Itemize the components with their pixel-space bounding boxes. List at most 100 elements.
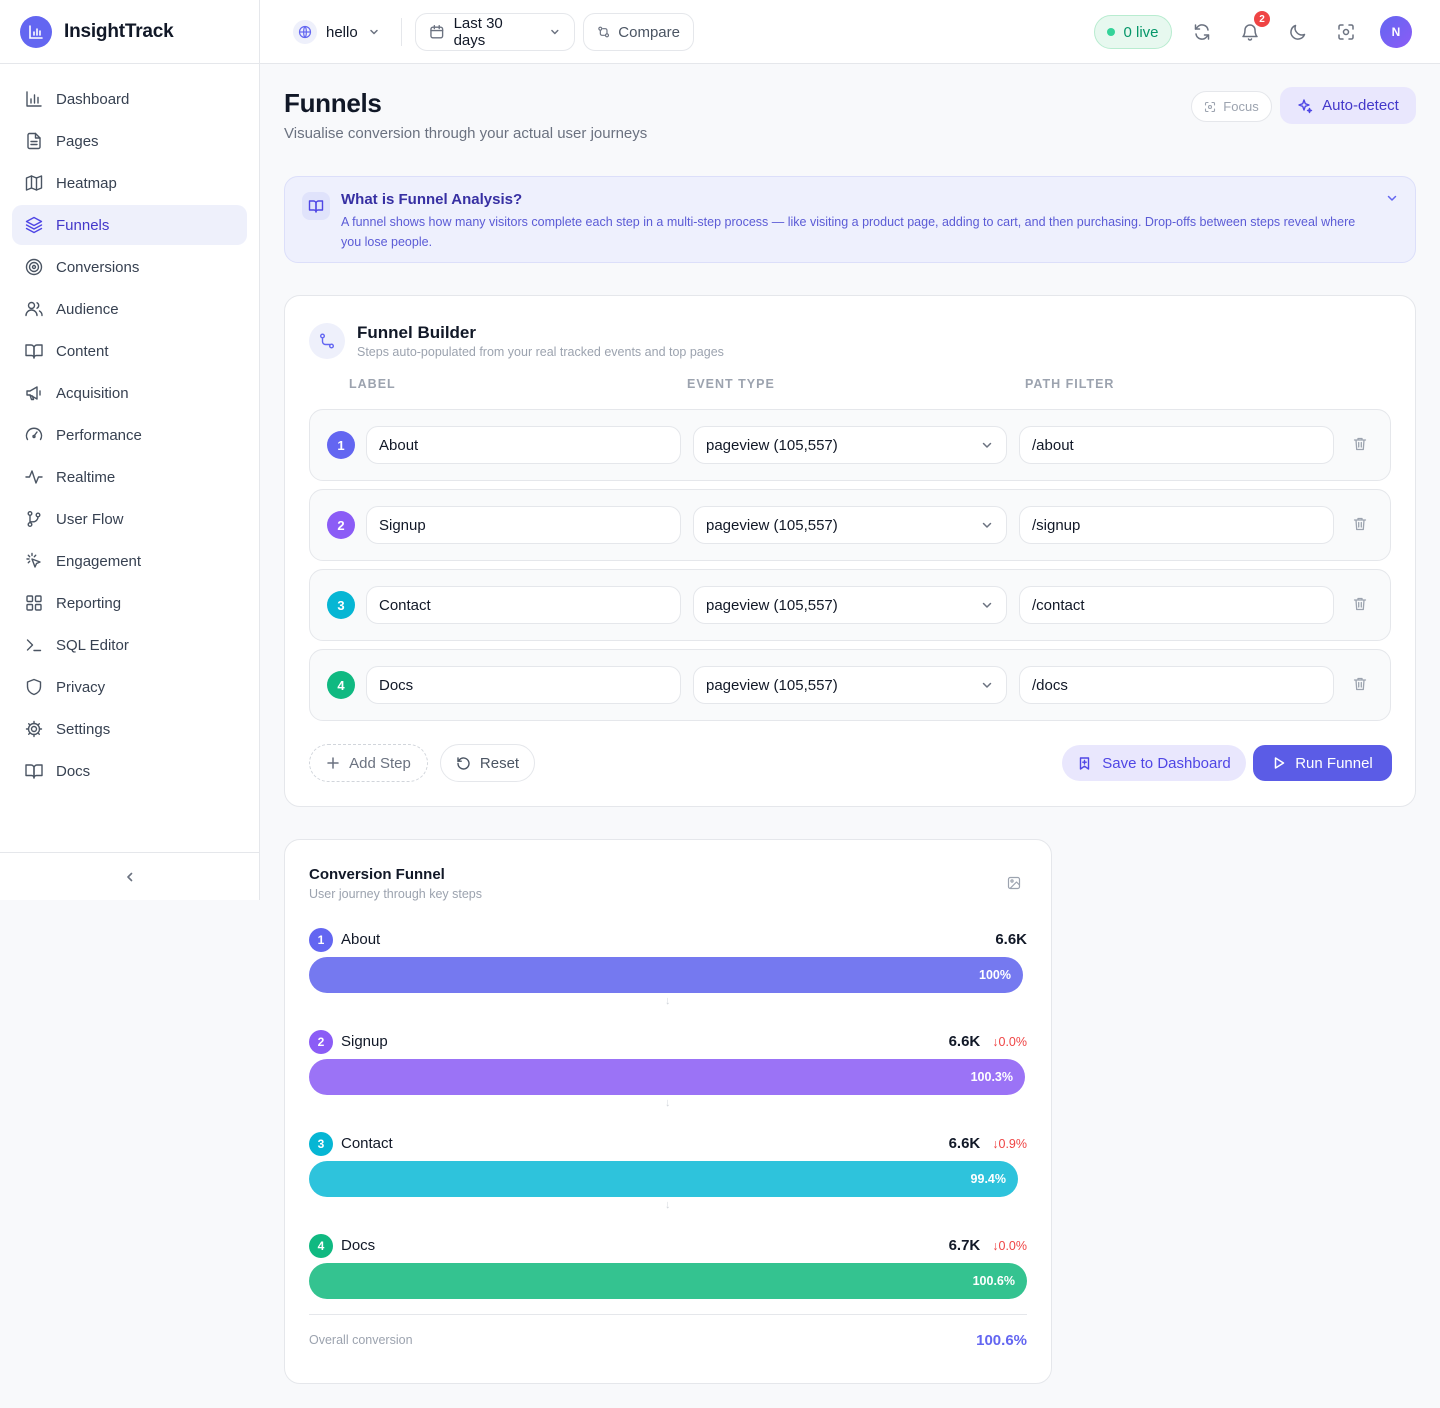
step-percent: 100.3% — [970, 1070, 1013, 1084]
path-filter-input[interactable]: /contact — [1019, 586, 1334, 624]
live-dot — [1107, 28, 1116, 36]
date-range-button[interactable]: Last 30 days — [415, 13, 575, 51]
sidebar-item-conversions[interactable]: Conversions — [12, 247, 247, 287]
event-type-select[interactable]: pageview (105,557) — [693, 426, 1007, 464]
sidebar-collapse-button[interactable] — [0, 852, 259, 900]
avatar[interactable]: N — [1380, 16, 1412, 48]
auto-detect-button[interactable]: Auto-detect — [1280, 87, 1416, 124]
path-filter-input[interactable]: /about — [1019, 426, 1334, 464]
book-open-icon — [24, 341, 44, 361]
activity-icon — [24, 467, 44, 487]
focus-mode-icon[interactable] — [1334, 20, 1358, 44]
rotate-ccw-icon — [457, 756, 470, 770]
add-step-label: Add Step — [349, 754, 411, 772]
event-type-select[interactable]: pageview (105,557) — [693, 666, 1007, 704]
chevron-down-icon — [982, 442, 992, 448]
logo-icon — [20, 15, 52, 48]
sidebar-item-engagement[interactable]: Engagement — [12, 541, 247, 581]
sidebar-item-label: SQL Editor — [56, 636, 129, 654]
path-filter-input[interactable]: /docs — [1019, 666, 1334, 704]
compare-label: Compare — [618, 23, 680, 41]
focus-label: Focus — [1223, 99, 1259, 114]
run-label: Run Funnel — [1295, 754, 1373, 772]
site-name: hello — [326, 23, 358, 41]
sidebar-item-label: Settings — [56, 720, 111, 738]
funnel-step-row: 2 Signup pageview (105,557) /signup — [309, 489, 1391, 561]
step-bar-track: 99.4% — [309, 1161, 1027, 1197]
step-label: Contact — [341, 1135, 393, 1152]
funnel-info-panel[interactable]: What is Funnel Analysis? A funnel shows … — [284, 176, 1416, 263]
trash-icon[interactable] — [1352, 676, 1368, 697]
sidebar-item-pages[interactable]: Pages — [12, 121, 247, 161]
sidebar-item-dashboard[interactable]: Dashboard — [12, 79, 247, 119]
step-count: 6.7K — [948, 1237, 981, 1254]
step-drop-off: ↓0.0% — [992, 1035, 1027, 1049]
sidebar-item-label: Conversions — [56, 258, 140, 276]
chevron-down-icon[interactable] — [1385, 191, 1399, 210]
sidebar-item-audience[interactable]: Audience — [12, 289, 247, 329]
event-type-select[interactable]: pageview (105,557) — [693, 506, 1007, 544]
arrow-down-icon: ↓ — [665, 995, 671, 1007]
step-label-input[interactable]: Docs — [366, 666, 681, 704]
sidebar-item-sql-editor[interactable]: SQL Editor — [12, 625, 247, 665]
chevron-left-icon — [126, 872, 132, 881]
step-bar[interactable]: 100% — [309, 957, 1023, 993]
trash-icon[interactable] — [1352, 516, 1368, 537]
step-label: About — [341, 931, 381, 948]
step-drop-off: ↓0.0% — [992, 1239, 1027, 1253]
chevron-down-icon — [551, 29, 559, 35]
save-to-dashboard-button[interactable]: Save to Dashboard — [1062, 745, 1246, 781]
app-name: InsightTrack — [64, 20, 174, 42]
step-label-input[interactable]: About — [366, 426, 681, 464]
gauge-icon — [24, 425, 44, 445]
event-type-value: pageview (105,557) — [706, 596, 838, 614]
overall-conversion-label: Overall conversion — [309, 1333, 413, 1347]
step-number-badge: 1 — [327, 431, 355, 459]
event-type-select[interactable]: pageview (105,557) — [693, 586, 1007, 624]
step-bar[interactable]: 100.3% — [309, 1059, 1025, 1095]
refresh-icon[interactable] — [1190, 20, 1214, 44]
sidebar-item-funnels[interactable]: Funnels — [12, 205, 247, 245]
step-label-input[interactable]: Signup — [366, 506, 681, 544]
trash-icon[interactable] — [1352, 436, 1368, 457]
globe-icon — [293, 20, 317, 44]
sidebar-item-heatmap[interactable]: Heatmap — [12, 163, 247, 203]
chevron-down-icon — [982, 522, 992, 528]
sidebar-item-performance[interactable]: Performance — [12, 415, 247, 455]
sidebar-item-acquisition[interactable]: Acquisition — [12, 373, 247, 413]
focus-button[interactable]: Focus — [1191, 91, 1272, 122]
site-selector[interactable]: hello — [293, 18, 380, 46]
sidebar-item-content[interactable]: Content — [12, 331, 247, 371]
brand[interactable]: InsightTrack — [0, 0, 259, 64]
run-funnel-button[interactable]: Run Funnel — [1253, 745, 1392, 781]
bell-icon[interactable] — [1238, 20, 1262, 44]
step-stats: 6.6K ↓0.0% — [949, 1033, 1027, 1050]
info-title: What is Funnel Analysis? — [341, 191, 523, 208]
topbar: hello Last 30 days Compare 0 live 2 N — [260, 0, 1440, 64]
live-visitors-badge[interactable]: 0 live — [1094, 15, 1172, 49]
sidebar-item-user-flow[interactable]: User Flow — [12, 499, 247, 539]
sidebar-item-reporting[interactable]: Reporting — [12, 583, 247, 623]
step-bar[interactable]: 100.6% — [309, 1263, 1027, 1299]
step-label-input[interactable]: Contact — [366, 586, 681, 624]
map-icon — [24, 173, 44, 193]
moon-icon[interactable] — [1286, 20, 1310, 44]
trash-icon[interactable] — [1352, 596, 1368, 617]
play-icon — [1274, 757, 1285, 769]
sidebar-item-privacy[interactable]: Privacy — [12, 667, 247, 707]
sidebar-item-realtime[interactable]: Realtime — [12, 457, 247, 497]
reset-button[interactable]: Reset — [440, 744, 535, 782]
book-open-icon — [302, 192, 330, 220]
path-filter-input[interactable]: /signup — [1019, 506, 1334, 544]
sidebar-item-label: Reporting — [56, 594, 122, 612]
add-step-button[interactable]: Add Step — [309, 744, 428, 782]
gear-icon — [24, 719, 44, 739]
terminal-icon — [24, 635, 44, 655]
funnel-step: 4 Docs 6.7K ↓0.0% 100.6% — [309, 1234, 1027, 1304]
funnel-step: 1 About 6.6K 100% — [309, 928, 1027, 998]
compare-button[interactable]: Compare — [583, 13, 694, 51]
step-bar[interactable]: 99.4% — [309, 1161, 1018, 1197]
sidebar-item-docs[interactable]: Docs — [12, 751, 247, 791]
sidebar-item-settings[interactable]: Settings — [12, 709, 247, 749]
image-export-icon[interactable] — [1007, 876, 1021, 895]
